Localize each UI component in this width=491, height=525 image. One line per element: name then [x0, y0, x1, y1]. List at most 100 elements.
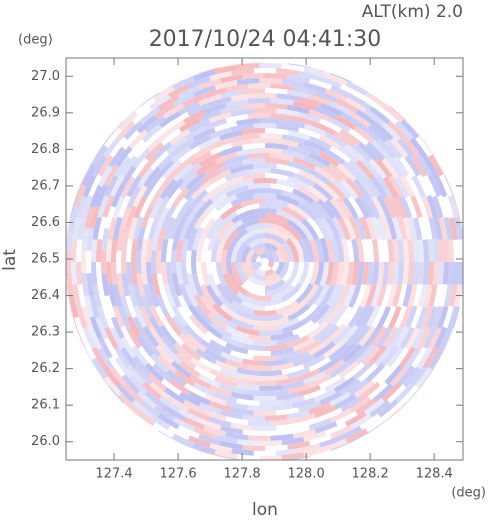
y-tick-label: 26.0	[31, 434, 60, 449]
radar-cell	[226, 248, 234, 276]
radar-cell	[428, 347, 444, 370]
radar-cell	[251, 262, 259, 272]
radar-cell	[164, 387, 186, 404]
radar-cell	[109, 366, 128, 388]
radar-cell	[180, 163, 202, 182]
radar-cell	[340, 324, 359, 345]
radar-cell	[76, 327, 86, 349]
radar-cell	[353, 380, 375, 398]
radar-cell	[82, 326, 97, 350]
x-tick-label: 128.4	[416, 467, 453, 482]
radar-cell	[389, 402, 407, 419]
radar-cell	[236, 218, 260, 233]
radar-cell	[220, 63, 243, 68]
radar-cell	[116, 383, 136, 404]
radar-cell	[312, 182, 334, 202]
radar-cell	[358, 177, 376, 199]
radar-cell	[371, 239, 380, 262]
radar-cell	[126, 315, 142, 339]
radar-cell	[365, 362, 386, 383]
radar-cell	[318, 357, 340, 373]
radar-cell	[143, 166, 161, 188]
radar-cell	[258, 188, 284, 196]
radar-cell	[95, 137, 110, 157]
radar-cell	[165, 136, 187, 155]
radar-cell	[258, 328, 284, 336]
radar-cell	[214, 376, 238, 388]
radar-cell	[308, 418, 332, 431]
radar-cell	[316, 304, 336, 326]
radar-cell	[152, 141, 173, 161]
radar-cell	[281, 119, 306, 129]
radar-cell	[241, 373, 265, 381]
radar-cell	[276, 123, 300, 133]
radar-cell	[240, 300, 265, 311]
radar-cell	[370, 325, 388, 348]
radar-cell	[318, 134, 341, 150]
radar-cell	[101, 273, 110, 297]
radar-cell	[270, 418, 294, 426]
radar-cell	[132, 185, 148, 208]
radar-cell	[222, 273, 240, 296]
radar-cell	[220, 176, 244, 190]
radar-cell	[177, 196, 195, 219]
radar-cell	[427, 239, 434, 262]
radar-cell	[126, 262, 133, 285]
radar-cell	[314, 262, 324, 286]
y-tick-label: 26.7	[31, 178, 60, 193]
radar-cell	[336, 342, 357, 361]
radar-cell	[339, 425, 362, 441]
radar-cell	[274, 262, 284, 276]
radar-cell	[136, 227, 146, 251]
radar-cell	[187, 407, 211, 422]
radar-cell	[388, 326, 404, 349]
radar-cell	[224, 154, 249, 166]
radar-cell	[205, 284, 224, 308]
radar-cell	[309, 373, 332, 388]
radar-cell	[324, 88, 347, 102]
radar-cell	[68, 205, 79, 229]
radar-cell	[149, 413, 171, 430]
radar-cell	[77, 216, 87, 240]
radar-cell	[292, 100, 316, 111]
radar-cell	[265, 373, 289, 381]
radar-cell	[313, 341, 336, 359]
radar-cell	[240, 198, 265, 208]
radar-cell	[270, 113, 294, 121]
radar-cell	[160, 334, 180, 356]
radar-cell	[302, 304, 324, 324]
radar-cell	[76, 195, 88, 219]
radar-cell	[437, 306, 449, 329]
radar-cell	[370, 417, 390, 432]
radar-cell	[120, 155, 138, 177]
radar-cell	[179, 117, 201, 133]
radar-cell	[82, 174, 97, 198]
radar-cell	[121, 227, 130, 251]
radar-cell	[247, 420, 271, 426]
radar-cell	[265, 237, 282, 249]
radar-cell	[314, 238, 324, 262]
radar-cell	[149, 381, 171, 401]
radar-cell	[66, 250, 72, 274]
radar-cell	[344, 97, 367, 113]
radar-cell	[340, 262, 350, 286]
radar-cell	[297, 70, 321, 81]
radar-cell	[394, 120, 414, 141]
radar-cell	[382, 262, 390, 285]
radar-cell	[121, 374, 141, 395]
radar-cell	[185, 171, 207, 191]
radar-cell	[422, 326, 437, 349]
radar-cell	[303, 67, 327, 78]
radar-cell	[326, 180, 347, 201]
radar-cell	[411, 155, 428, 178]
radar-cell	[244, 233, 265, 245]
radar-cell	[259, 132, 283, 140]
radar-cell	[410, 195, 423, 219]
radar-cell	[303, 139, 327, 153]
radar-cell	[432, 239, 439, 262]
radar-cell	[397, 138, 416, 159]
radar-cell	[214, 151, 238, 165]
radar-cell	[133, 195, 148, 219]
radar-cell	[337, 283, 351, 307]
radar-cell	[271, 252, 279, 262]
